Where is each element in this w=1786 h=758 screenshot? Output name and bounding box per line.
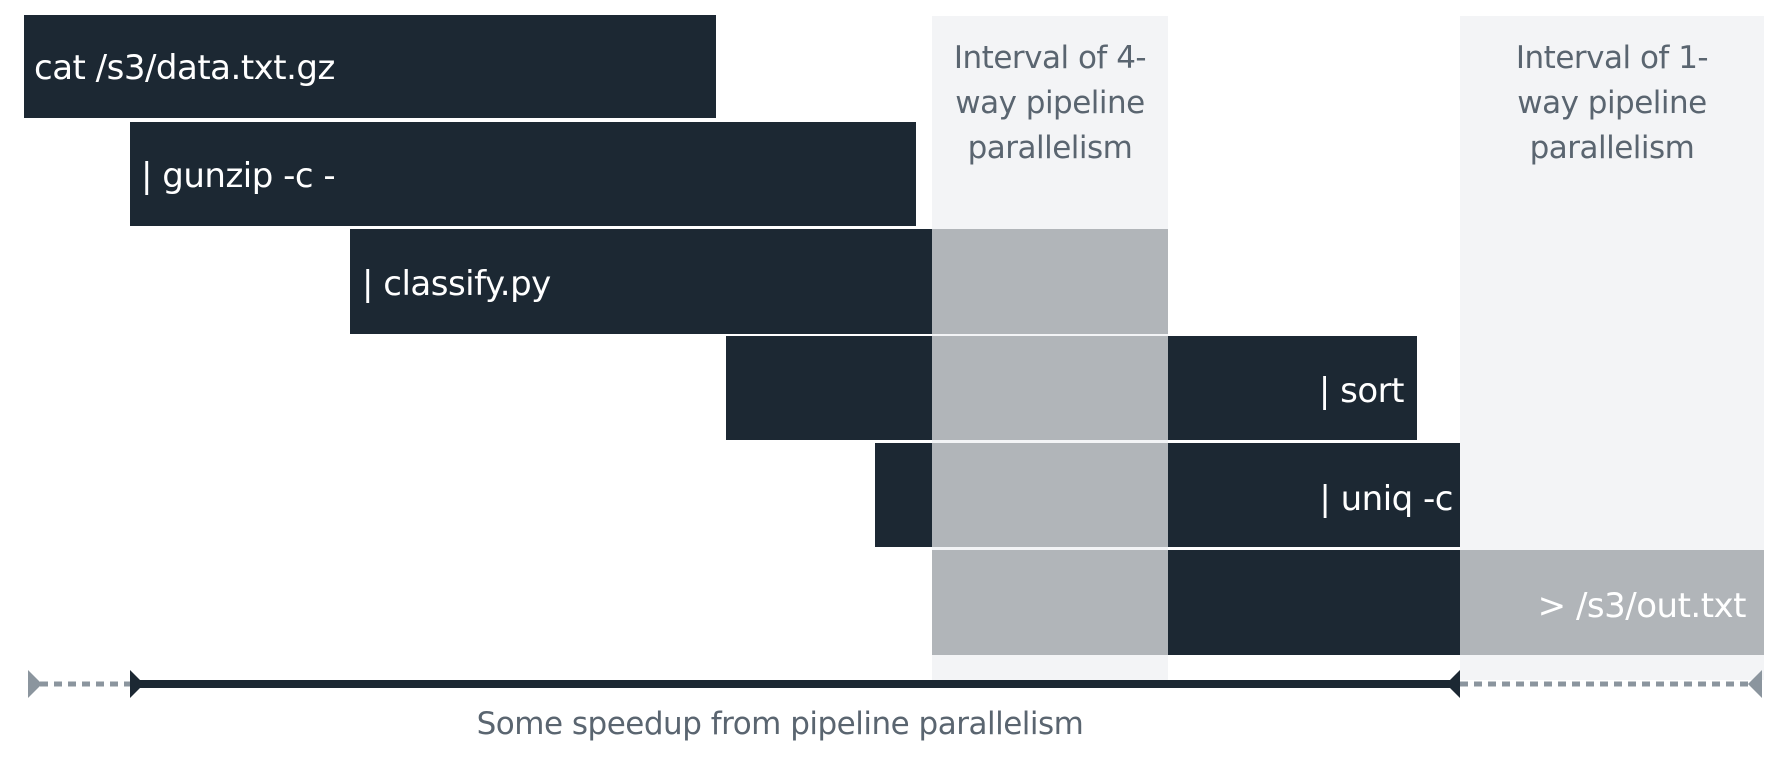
speedup-caption: Some speedup from pipeline parallelism — [476, 706, 1084, 742]
stage-wait-out-late — [1460, 550, 1764, 655]
timeline-right-end-arrow-icon — [1748, 670, 1762, 698]
stage-label-cat: cat /s3/data.txt.gz — [34, 48, 335, 88]
stage-bar-sort-late — [1168, 336, 1417, 440]
one-way-label-line2: way pipeline — [1517, 85, 1707, 121]
four-way-interval-label: Interval of 4- way pipeline parallelism — [932, 36, 1168, 171]
stage-bar-uniq-early — [875, 443, 932, 547]
four-way-label-line3: parallelism — [967, 130, 1133, 166]
one-way-label-line1: Interval of 1- — [1515, 40, 1709, 76]
stage-bar-sort-early — [726, 336, 932, 440]
stage-label-uniq: | uniq -c — [1319, 479, 1453, 519]
stage-bar-cat — [24, 15, 716, 118]
timeline-right-arrow-icon — [1446, 670, 1460, 698]
stage-label-gunzip: | gunzip -c - — [141, 156, 336, 196]
timeline-left-end-arrow-icon — [28, 670, 42, 698]
timeline-left-arrow-icon — [130, 670, 144, 698]
stage-label-classify: | classify.py — [362, 264, 551, 304]
stage-wait-classify — [932, 229, 1168, 334]
one-way-label-line3: parallelism — [1529, 130, 1695, 166]
stage-label-sort: | sort — [1318, 371, 1405, 411]
stage-bar-out — [1168, 550, 1460, 655]
four-way-label-line1: Interval of 4- — [953, 40, 1147, 76]
stage-wait-uniq — [932, 443, 1168, 547]
stage-label-out: > /s3/out.txt — [1537, 586, 1747, 626]
one-way-interval-label: Interval of 1- way pipeline parallelism — [1460, 36, 1764, 171]
stage-bar-classify — [350, 229, 932, 334]
stage-bar-gunzip — [130, 122, 916, 226]
stage-wait-out-early — [932, 550, 1168, 655]
stage-bar-uniq-late — [1168, 443, 1460, 547]
stage-wait-sort — [932, 336, 1168, 440]
four-way-label-line2: way pipeline — [955, 85, 1145, 121]
